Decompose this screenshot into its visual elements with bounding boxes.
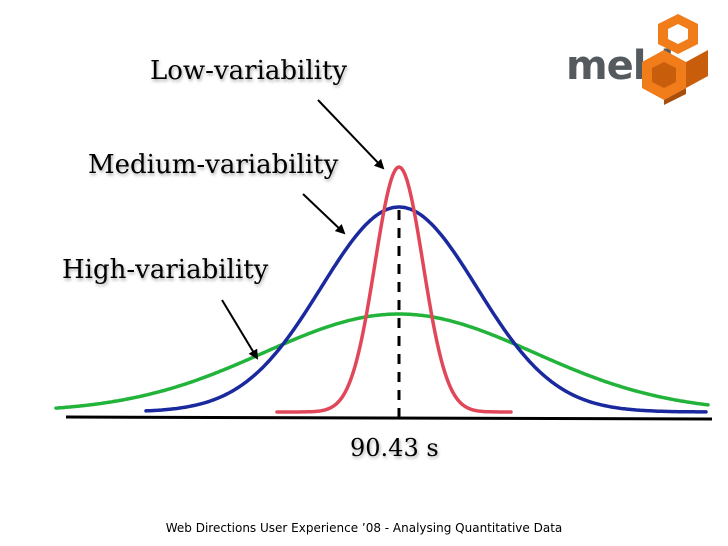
medium-variability-curve xyxy=(144,205,708,414)
low-variability-label: Low-variability xyxy=(150,56,348,86)
arrow-high xyxy=(221,299,259,360)
baseline-axis xyxy=(65,415,713,421)
arrow-medium xyxy=(302,193,346,235)
arrow-low xyxy=(317,99,385,170)
low-variability-curve xyxy=(275,165,513,414)
high-variability-label: High-variability xyxy=(62,255,269,285)
footer-text: Web Directions User Experience ’08 - Ana… xyxy=(165,521,563,535)
mean-value-label: 90.43 s xyxy=(350,434,439,462)
logo-cube-icon xyxy=(642,14,708,105)
meld-logo: meld xyxy=(560,10,720,105)
high-variability-curve xyxy=(54,312,710,410)
medium-variability-label: Medium-variability xyxy=(88,150,339,180)
